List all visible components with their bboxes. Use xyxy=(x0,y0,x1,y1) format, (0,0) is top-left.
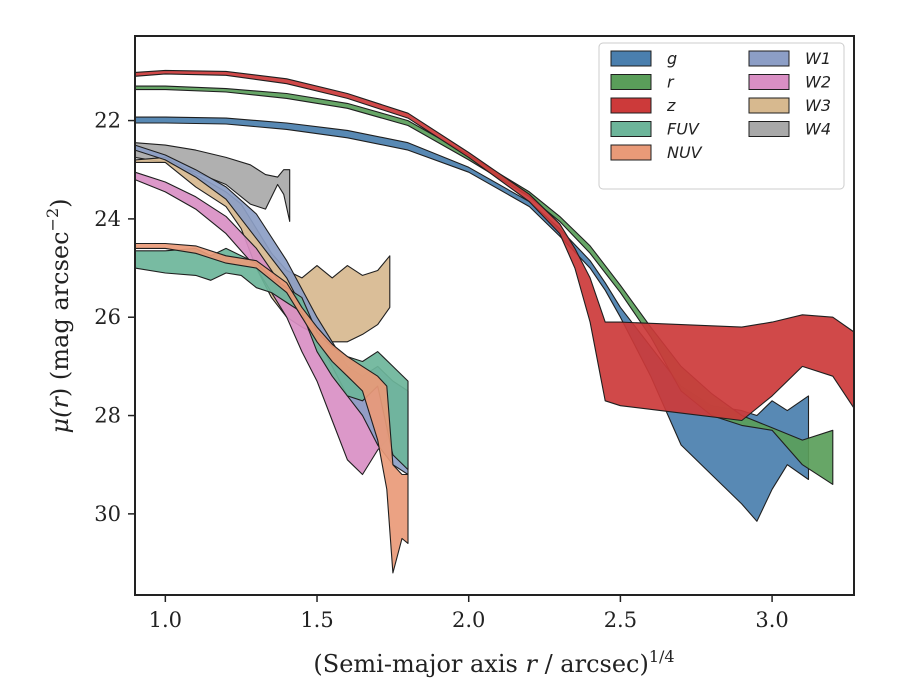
legend-swatch-r xyxy=(610,74,652,90)
x-tick-label: 2.0 xyxy=(452,608,485,632)
legend: grz FUV NUV W1 W2 W3 W4 xyxy=(598,42,845,190)
y-axis-ticks: 22 24 26 28 30 xyxy=(94,109,135,526)
x-tick-label: 3.0 xyxy=(755,608,788,632)
legend-label-w3: W3 xyxy=(805,96,831,115)
legend-label-w1: W1 xyxy=(805,49,831,68)
y-tick-label: 30 xyxy=(94,502,121,526)
legend-label-w4: W4 xyxy=(805,120,831,139)
y-tick-label: 28 xyxy=(94,404,121,428)
y-tick-label: 24 xyxy=(94,207,121,231)
legend-swatch-nuv xyxy=(610,144,652,161)
legend-swatch-w2 xyxy=(748,74,790,90)
y-tick-label: 22 xyxy=(94,109,121,133)
profile-bands xyxy=(134,69,855,574)
plot-frame xyxy=(134,35,855,596)
band-g xyxy=(134,116,810,522)
x-tick-label: 2.5 xyxy=(604,608,637,632)
y-tick-label: 26 xyxy=(94,305,121,329)
legend-swatch-z xyxy=(610,97,652,114)
band-nuv xyxy=(134,242,409,574)
legend-swatch-w1 xyxy=(748,50,790,67)
legend-label-w2: W2 xyxy=(805,73,831,92)
legend-swatch-fuv xyxy=(610,121,652,137)
legend-label-fuv: FUV xyxy=(667,120,700,139)
legend-label-r: r xyxy=(667,73,675,92)
legend-swatch-w4 xyxy=(748,121,790,137)
x-tick-label: 1.0 xyxy=(149,608,182,632)
x-axis-ticks: 1.0 1.5 2.0 2.5 3.0 xyxy=(149,595,789,632)
y-axis-label: μ(r) (mag arcsec−2) xyxy=(43,198,74,433)
legend-label-z: z xyxy=(666,96,676,115)
x-tick-label: 1.5 xyxy=(300,608,333,632)
legend-label-g: g xyxy=(667,49,677,68)
legend-swatch-g xyxy=(610,50,652,67)
legend-label-nuv: NUV xyxy=(667,143,703,162)
legend-swatch-w3 xyxy=(748,97,790,114)
x-axis-label: (Semi-major axis r / arcsec)1/4 xyxy=(313,647,674,678)
